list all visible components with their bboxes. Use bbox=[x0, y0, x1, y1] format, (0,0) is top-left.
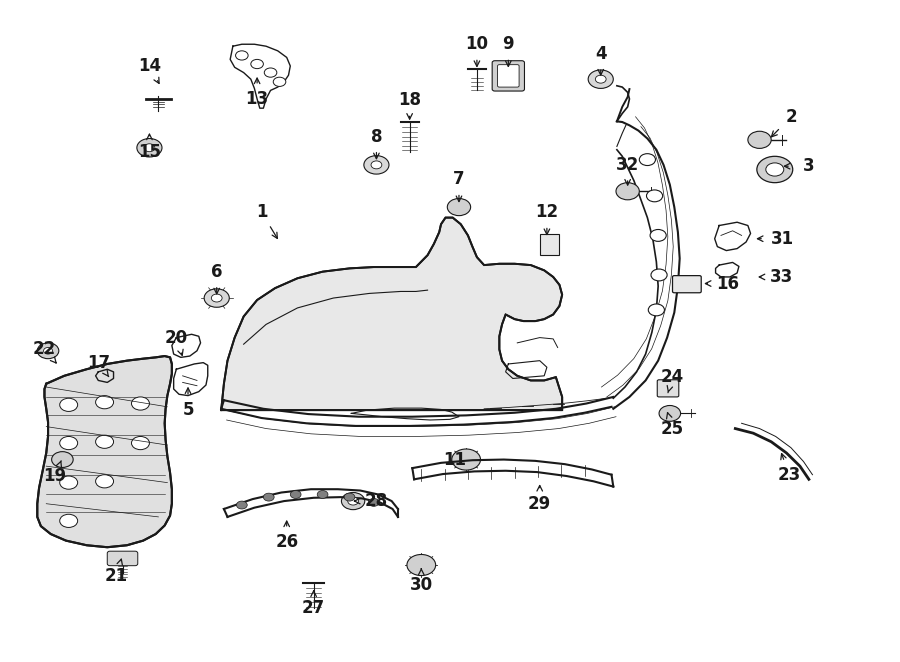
Circle shape bbox=[368, 498, 379, 506]
Polygon shape bbox=[221, 218, 562, 410]
Bar bbox=[540, 234, 560, 255]
Circle shape bbox=[274, 77, 286, 87]
Circle shape bbox=[651, 269, 667, 281]
Text: 24: 24 bbox=[661, 368, 684, 386]
FancyBboxPatch shape bbox=[492, 61, 525, 91]
Circle shape bbox=[344, 493, 355, 501]
Circle shape bbox=[407, 555, 436, 575]
Text: 31: 31 bbox=[770, 230, 794, 248]
Circle shape bbox=[648, 304, 664, 316]
Circle shape bbox=[452, 449, 481, 470]
Text: 21: 21 bbox=[104, 567, 128, 585]
Text: 1: 1 bbox=[256, 203, 267, 221]
Circle shape bbox=[144, 144, 155, 152]
Circle shape bbox=[264, 493, 274, 501]
Circle shape bbox=[347, 497, 358, 505]
Text: 14: 14 bbox=[138, 57, 161, 75]
Circle shape bbox=[748, 131, 771, 148]
Circle shape bbox=[212, 294, 222, 302]
Circle shape bbox=[589, 70, 613, 89]
Text: 23: 23 bbox=[778, 465, 801, 484]
Text: 19: 19 bbox=[44, 467, 67, 485]
Circle shape bbox=[364, 156, 389, 174]
Text: 15: 15 bbox=[138, 143, 161, 161]
FancyBboxPatch shape bbox=[657, 380, 679, 397]
Circle shape bbox=[757, 156, 793, 183]
Circle shape bbox=[131, 436, 149, 449]
Circle shape bbox=[59, 436, 77, 449]
Circle shape bbox=[43, 348, 52, 354]
FancyBboxPatch shape bbox=[672, 275, 701, 293]
Text: 33: 33 bbox=[770, 268, 794, 286]
Circle shape bbox=[766, 163, 784, 176]
Circle shape bbox=[596, 75, 606, 83]
FancyBboxPatch shape bbox=[107, 551, 138, 566]
Circle shape bbox=[37, 343, 58, 359]
Circle shape bbox=[237, 501, 248, 509]
Text: 27: 27 bbox=[302, 599, 325, 617]
FancyBboxPatch shape bbox=[498, 65, 519, 87]
Circle shape bbox=[131, 397, 149, 410]
Circle shape bbox=[236, 51, 248, 60]
Circle shape bbox=[137, 138, 162, 157]
Circle shape bbox=[646, 190, 662, 202]
Text: 8: 8 bbox=[371, 128, 382, 146]
Circle shape bbox=[51, 451, 73, 467]
Text: 20: 20 bbox=[165, 328, 188, 347]
Text: 6: 6 bbox=[211, 263, 222, 281]
Text: 22: 22 bbox=[32, 340, 56, 358]
Text: 29: 29 bbox=[528, 495, 552, 512]
Circle shape bbox=[95, 396, 113, 409]
Text: 5: 5 bbox=[183, 401, 194, 419]
Circle shape bbox=[341, 493, 365, 510]
Text: 30: 30 bbox=[410, 576, 433, 594]
Circle shape bbox=[59, 399, 77, 411]
Circle shape bbox=[59, 476, 77, 489]
Circle shape bbox=[650, 230, 666, 242]
Circle shape bbox=[639, 154, 655, 166]
Text: 4: 4 bbox=[595, 45, 607, 63]
Text: 25: 25 bbox=[661, 420, 684, 438]
Text: 13: 13 bbox=[246, 90, 269, 108]
Text: 17: 17 bbox=[86, 354, 110, 371]
Text: 10: 10 bbox=[465, 35, 489, 53]
Text: 7: 7 bbox=[454, 170, 464, 189]
Text: 32: 32 bbox=[616, 156, 639, 174]
Text: 3: 3 bbox=[803, 157, 815, 175]
Text: 18: 18 bbox=[398, 91, 421, 109]
Circle shape bbox=[251, 60, 264, 69]
Circle shape bbox=[95, 435, 113, 448]
Circle shape bbox=[447, 199, 471, 216]
Circle shape bbox=[265, 68, 277, 77]
Circle shape bbox=[204, 289, 230, 307]
Text: 2: 2 bbox=[785, 108, 796, 126]
Text: 28: 28 bbox=[364, 492, 388, 510]
Circle shape bbox=[59, 514, 77, 528]
Polygon shape bbox=[37, 356, 172, 547]
Text: 26: 26 bbox=[275, 533, 298, 551]
Circle shape bbox=[317, 491, 328, 498]
Text: 16: 16 bbox=[716, 275, 740, 293]
Text: 9: 9 bbox=[502, 35, 514, 53]
Circle shape bbox=[616, 183, 639, 200]
Circle shape bbox=[371, 161, 382, 169]
Circle shape bbox=[291, 491, 302, 498]
Text: 12: 12 bbox=[536, 203, 559, 221]
Circle shape bbox=[659, 406, 680, 421]
Text: 11: 11 bbox=[443, 451, 466, 469]
Circle shape bbox=[95, 475, 113, 488]
